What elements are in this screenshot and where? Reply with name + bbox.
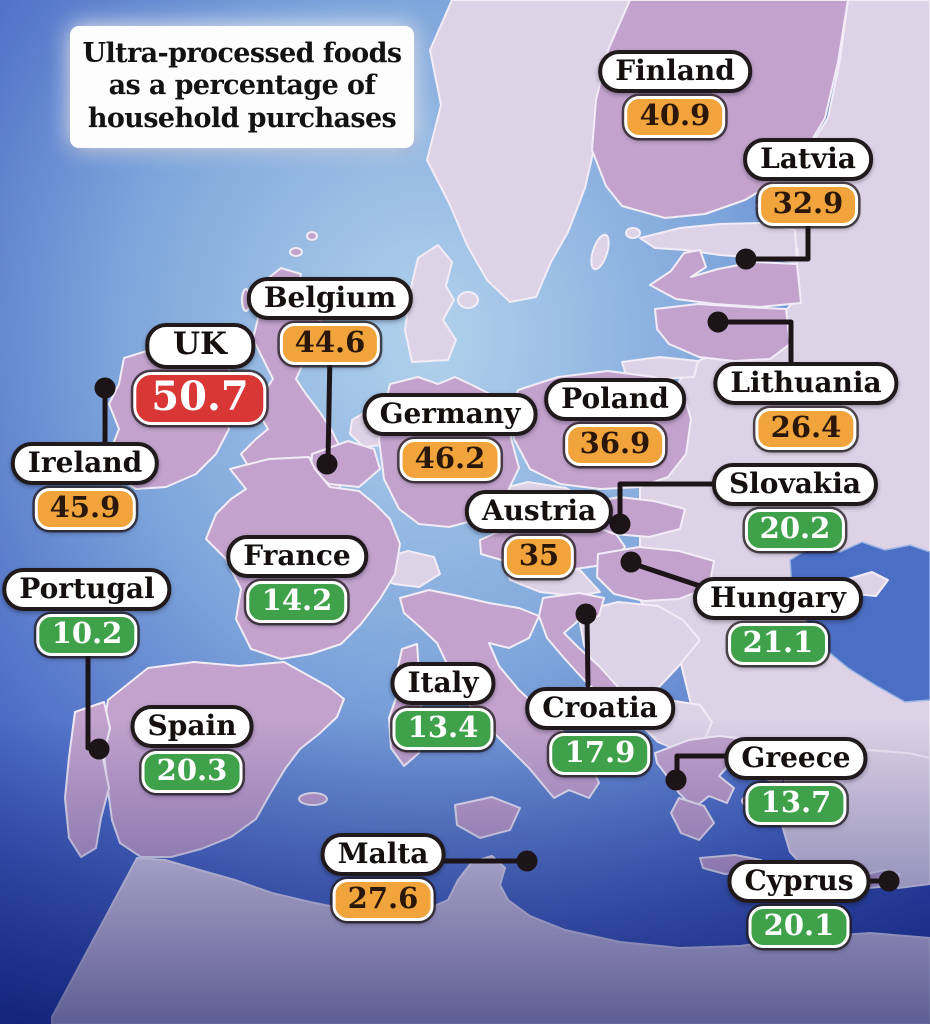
- country-value-spain: 20.3: [141, 751, 243, 794]
- country-value-ireland: 45.9: [34, 488, 136, 531]
- country-value-latvia: 32.9: [757, 184, 859, 227]
- leader-line-croatia: [584, 614, 591, 688]
- country-label-spain: Spain 20.3: [130, 705, 254, 794]
- leader-lines: [85, 218, 900, 892]
- country-name-belgium: Belgium: [246, 277, 414, 321]
- leader-line-latvia: [748, 218, 811, 262]
- country-name-croatia: Croatia: [525, 687, 675, 731]
- country-value-greece: 13.7: [745, 783, 847, 826]
- title-line-3: household purchases: [87, 102, 397, 134]
- country-name-austria: Austria: [464, 490, 614, 534]
- country-value-slovakia: 20.2: [744, 509, 846, 552]
- country-name-france: France: [226, 535, 368, 579]
- leader-dot-croatia: [575, 603, 597, 625]
- country-label-croatia: Croatia 17.9: [525, 687, 675, 776]
- leader-dot-latvia: [735, 248, 757, 270]
- country-label-poland: Poland 36.9: [544, 378, 686, 467]
- country-label-hungary: Hungary 21.1: [693, 577, 863, 666]
- country-value-belgium: 44.6: [279, 323, 381, 366]
- leader-dot-belgium: [316, 453, 338, 475]
- leader-dot-cyprus: [878, 870, 900, 892]
- country-label-germany: Germany 46.2: [362, 393, 538, 482]
- leader-line-slovakia: [617, 481, 721, 524]
- country-name-finland: Finland: [598, 50, 752, 94]
- leader-dot-hungary: [620, 551, 642, 573]
- map-title: Ultra-processed foods as a percentage of…: [70, 26, 414, 149]
- country-label-malta: Malta 27.6: [320, 833, 446, 922]
- country-name-ireland: Ireland: [10, 442, 160, 486]
- title-line-1: Ultra-processed foods: [82, 38, 403, 69]
- leader-dot-slovakia: [609, 513, 631, 535]
- title-line-2: as a percentage of: [108, 70, 376, 102]
- country-name-portugal: Portugal: [2, 568, 172, 612]
- country-name-greece: Greece: [724, 737, 868, 781]
- country-value-malta: 27.6: [332, 879, 434, 922]
- country-value-hungary: 21.1: [727, 623, 829, 666]
- leader-dot-malta: [516, 850, 538, 872]
- country-label-latvia: Latvia 32.9: [743, 138, 873, 227]
- country-value-italy: 13.4: [392, 708, 494, 751]
- leader-line-lithuania: [715, 319, 794, 364]
- country-label-slovakia: Slovakia 20.2: [711, 463, 879, 552]
- country-label-italy: Italy 13.4: [390, 662, 496, 751]
- country-label-finland: Finland 40.9: [598, 50, 752, 139]
- country-label-lithuania: Lithuania 26.4: [713, 362, 899, 451]
- country-label-france: France 14.2: [226, 535, 368, 624]
- map-shape-zealand: [457, 291, 479, 309]
- country-label-greece: Greece 13.7: [724, 737, 868, 826]
- country-value-cyprus: 20.1: [748, 906, 850, 949]
- country-name-poland: Poland: [544, 378, 686, 422]
- country-name-hungary: Hungary: [693, 577, 863, 621]
- country-value-croatia: 17.9: [549, 733, 651, 776]
- country-label-austria: Austria 35: [464, 490, 614, 579]
- country-name-cyprus: Cyprus: [727, 860, 871, 904]
- country-name-italy: Italy: [390, 662, 496, 706]
- country-value-austria: 35: [503, 536, 575, 579]
- country-label-portugal: Portugal 10.2: [2, 568, 172, 657]
- country-name-spain: Spain: [130, 705, 254, 749]
- country-value-germany: 46.2: [399, 439, 501, 482]
- map-shape-shetland: [306, 231, 318, 241]
- leader-line-belgium: [325, 351, 333, 464]
- map-shape-balearics: [298, 792, 328, 806]
- country-value-lithuania: 26.4: [755, 408, 857, 451]
- country-value-poland: 36.9: [564, 424, 666, 467]
- leader-dot-ireland: [94, 377, 116, 399]
- country-label-ireland: Ireland 45.9: [10, 442, 160, 531]
- country-value-uk: 50.7: [133, 371, 267, 425]
- country-label-belgium: Belgium 44.6: [246, 277, 414, 366]
- country-name-uk: UK: [145, 323, 255, 369]
- country-name-malta: Malta: [320, 833, 446, 877]
- leader-dot-greece: [665, 769, 687, 791]
- country-value-portugal: 10.2: [36, 614, 138, 657]
- map-shape-orkney: [289, 247, 303, 257]
- country-name-germany: Germany: [362, 393, 538, 437]
- leader-dot-portugal: [88, 738, 110, 760]
- leader-dot-lithuania: [707, 311, 729, 333]
- country-label-cyprus: Cyprus 20.1: [727, 860, 871, 949]
- map-shape-estonian-island: [625, 227, 641, 239]
- country-name-latvia: Latvia: [743, 138, 873, 182]
- country-name-lithuania: Lithuania: [713, 362, 899, 406]
- country-name-slovakia: Slovakia: [711, 463, 879, 507]
- country-value-france: 14.2: [246, 581, 348, 624]
- country-value-finland: 40.9: [624, 96, 726, 139]
